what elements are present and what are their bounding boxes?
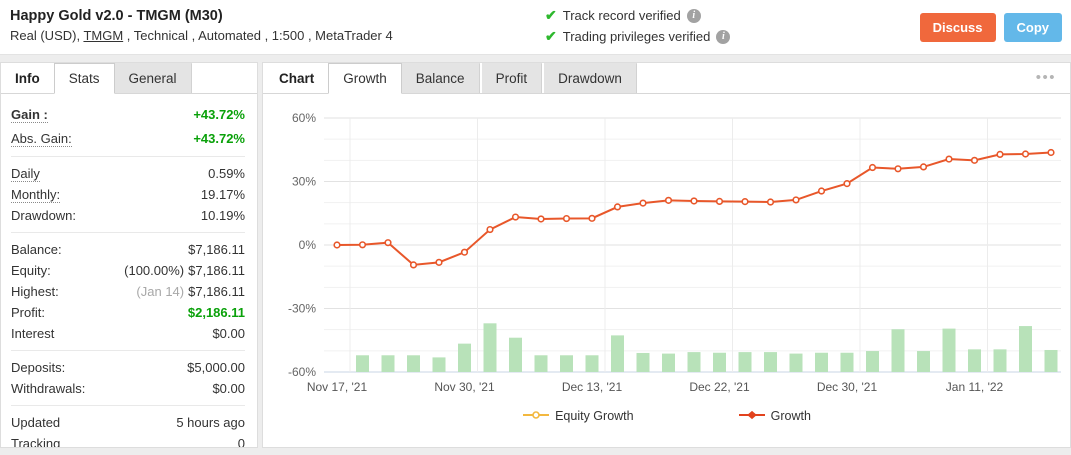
- subtitle-prefix: Real (USD),: [10, 28, 84, 43]
- stat-row-gain: Gain : +43.72%: [11, 102, 245, 126]
- equity-growth-marker-icon: [523, 409, 550, 423]
- copy-button[interactable]: Copy: [1003, 13, 1062, 42]
- chart-tab-balance[interactable]: Balance: [401, 63, 480, 93]
- stat-row-daily: Daily 0.59%: [11, 163, 245, 184]
- chart-panel: Chart Growth Balance Profit Drawdown 60%…: [262, 62, 1071, 448]
- stat-value: (100.00%) $7,186.11: [124, 263, 245, 278]
- stat-value: 5 hours ago: [176, 415, 245, 430]
- stat-group: Balance: $7,186.11 Equity: (100.00%) $7,186.…: [11, 233, 245, 351]
- growth-marker-icon: [738, 409, 765, 423]
- svg-text:60%: 60%: [292, 111, 316, 125]
- chart-legend: Equity Growth Growth: [264, 409, 1070, 423]
- stat-label: Abs. Gain:: [11, 130, 72, 147]
- stat-value: 10.19%: [200, 208, 245, 223]
- header-buttons: Discuss Copy: [919, 13, 1062, 42]
- sidebar-tab-stats[interactable]: Stats: [53, 63, 115, 94]
- stat-value: $0.00: [212, 326, 245, 341]
- account-subtitle: Real (USD), TMGM , Technical , Automated…: [10, 28, 393, 43]
- stat-value: $7,186.11: [188, 242, 245, 257]
- stat-label: Highest:: [11, 284, 59, 299]
- stat-value: $5,000.00: [187, 360, 245, 375]
- page-header: Happy Gold v2.0 - TMGM (M30) Real (USD),…: [0, 0, 1071, 55]
- stat-row-abs-gain: Abs. Gain: +43.72%: [11, 126, 245, 150]
- stat-label: Tracking: [11, 436, 61, 448]
- sidebar-tab-info[interactable]: Info: [15, 70, 40, 86]
- stat-row-withdrawals: Withdrawals: $0.00: [11, 378, 245, 399]
- stat-row-profit: Profit: $2,186.11: [11, 302, 245, 323]
- track-record-verified-row: ✔ Track record verified i: [545, 7, 730, 24]
- stat-label: Monthly:: [11, 187, 61, 203]
- main-content: Info Stats General Gain : +43.72% Abs. Gai…: [0, 55, 1071, 448]
- stat-label: Updated: [11, 415, 61, 430]
- verification-block: ✔ Track record verified i ✔ Trading priv…: [545, 7, 731, 45]
- chart-tabs-label: Chart: [279, 70, 315, 86]
- stat-label: Profit:: [11, 305, 45, 320]
- svg-text:-60%: -60%: [288, 365, 316, 379]
- stat-value: 19.17%: [200, 187, 245, 202]
- svg-text:Dec 13, '21: Dec 13, '21: [562, 380, 623, 394]
- svg-text:Nov 17, '21: Nov 17, '21: [307, 380, 368, 394]
- chart-tab-growth[interactable]: Growth: [328, 63, 402, 94]
- sidebar-tabs: Info Stats General: [1, 63, 257, 94]
- stat-value: 0.59%: [208, 166, 245, 181]
- svg-text:Nov 30, '21: Nov 30, '21: [434, 380, 495, 394]
- stat-row-equity: Equity: (100.00%) $7,186.11: [11, 260, 245, 281]
- growth-chart-svg: 60% 30% 0% -30% -60%Nov 17, '21 Nov 30, '21 De…: [288, 111, 1061, 394]
- svg-text:Dec 22, '21: Dec 22, '21: [689, 380, 750, 394]
- stat-group: Updated 5 hours ago Tracking 0: [11, 406, 245, 448]
- stat-row-monthly: Monthly: 19.17%: [11, 184, 245, 205]
- track-record-verified-label: Track record verified: [562, 8, 681, 23]
- stat-value: +43.72%: [193, 130, 245, 146]
- trading-privileges-verified-label: Trading privileges verified: [562, 29, 711, 44]
- stat-label: Drawdown:: [11, 208, 77, 223]
- stat-label: Interest: [11, 326, 55, 341]
- sidebar-tab-general[interactable]: General: [114, 63, 192, 93]
- stats-list: Gain : +43.72% Abs. Gain: +43.72% Daily 0.59%…: [1, 94, 257, 448]
- stat-label: Daily: [11, 166, 40, 182]
- stat-row-balance: Balance: $7,186.11: [11, 239, 245, 260]
- legend-item-growth[interactable]: Growth: [738, 409, 811, 423]
- trading-privileges-verified-row: ✔ Trading privileges verified i: [545, 28, 731, 45]
- stat-group: Deposits: $5,000.00 Withdrawals: $0.00: [11, 351, 245, 406]
- chart-tab-drawdown[interactable]: Drawdown: [544, 63, 637, 93]
- stat-label: Equity:: [11, 263, 51, 278]
- svg-text:Jan 11, '22: Jan 11, '22: [946, 380, 1004, 394]
- svg-text:0%: 0%: [299, 238, 317, 252]
- stat-row-highest: Highest: (Jan 14) $7,186.11: [11, 281, 245, 302]
- stat-value: $2,186.11: [187, 305, 245, 320]
- stat-label: Gain :: [11, 106, 48, 123]
- svg-text:-30%: -30%: [288, 302, 316, 316]
- info-icon[interactable]: i: [716, 29, 731, 44]
- stats-sidebar: Info Stats General Gain : +43.72% Abs. Gai…: [0, 62, 258, 448]
- stat-group: Daily 0.59% Monthly: 19.17% Drawdown: 10.19%: [11, 157, 245, 233]
- chart-tab-profit[interactable]: Profit: [481, 63, 543, 93]
- stat-row-drawdown: Drawdown: 10.19%: [11, 205, 245, 226]
- svg-text:Dec 30, '21: Dec 30, '21: [817, 380, 878, 394]
- subtitle-rest: , Technical , Automated , 1:500 , MetaTr…: [123, 28, 393, 43]
- stat-group: Gain : +43.72% Abs. Gain: +43.72%: [11, 96, 245, 157]
- stat-value: +43.72%: [193, 106, 245, 122]
- discuss-button[interactable]: Discuss: [919, 13, 996, 42]
- checkmark-icon: ✔: [545, 7, 557, 23]
- growth-chart: 60% 30% 0% -30% -60% Nov 17, '21 Nov 30, '21 De…: [263, 94, 1070, 423]
- svg-text:30%: 30%: [292, 175, 316, 189]
- chart-menu-icon[interactable]: [1036, 70, 1056, 85]
- stat-row-interest: Interest $0.00: [11, 323, 245, 344]
- legend-item-equity-growth[interactable]: Equity Growth: [523, 409, 634, 423]
- checkmark-icon: ✔: [545, 28, 557, 44]
- stat-row-deposits: Deposits: $5,000.00: [11, 357, 245, 378]
- stat-row-updated: Updated 5 hours ago: [11, 412, 245, 433]
- account-title: Happy Gold v2.0 - TMGM (M30): [10, 8, 223, 24]
- stat-label: Balance:: [11, 242, 62, 257]
- stat-value: $0.00: [212, 381, 245, 396]
- broker-link[interactable]: TMGM: [83, 28, 124, 43]
- info-icon[interactable]: i: [686, 8, 701, 23]
- stat-value: 0: [237, 436, 245, 448]
- stat-row-tracking: Tracking 0: [11, 433, 245, 448]
- stat-label: Deposits:: [11, 360, 66, 375]
- stat-value: (Jan 14) $7,186.11: [136, 284, 245, 299]
- stat-label: Withdrawals:: [11, 381, 86, 396]
- chart-tabs: Chart Growth Balance Profit Drawdown: [263, 63, 1070, 94]
